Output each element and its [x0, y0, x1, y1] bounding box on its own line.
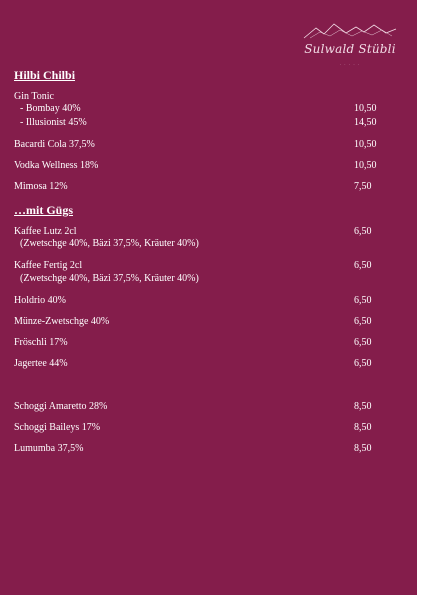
- mountain-icon: [303, 23, 397, 39]
- price-schoggi-baileys: 8,50: [354, 422, 372, 433]
- logo: Sulwald Stübli · · · · ·: [302, 22, 398, 74]
- price-schoggi-amaretto: 8,50: [354, 401, 372, 412]
- menu-item-illusionist: - Illusionist 45%: [20, 117, 87, 128]
- logo-subtitle: · · · · ·: [339, 62, 361, 67]
- menu-item-schoggi-baileys: Schoggi Baileys 17%: [14, 422, 101, 433]
- price-illusionist: 14,50: [354, 117, 377, 128]
- menu-item-froschli: Fröschli 17%: [14, 337, 68, 348]
- price-holdrio: 6,50: [354, 295, 372, 306]
- price-vodka-wellness: 10,50: [354, 160, 377, 171]
- price-kaffee-fertig: 6,50: [354, 260, 372, 271]
- menu-item-holdrio: Holdrio 40%: [14, 295, 66, 306]
- menu-item-bombay: - Bombay 40%: [20, 103, 81, 114]
- menu-item-lumumba: Lumumba 37,5%: [14, 443, 84, 454]
- menu-item-vodka-wellness: Vodka Wellness 18%: [14, 160, 99, 171]
- price-bacardi-cola: 10,50: [354, 139, 377, 150]
- price-jagertee: 6,50: [354, 358, 372, 369]
- menu-item-munze-zwetschge: Münze-Zwetschge 40%: [14, 316, 110, 327]
- menu-item-kaffee-lutz: Kaffee Lutz 2cl: [14, 226, 77, 237]
- menu-item-kaffee-fertig: Kaffee Fertig 2cl: [14, 260, 83, 271]
- price-froschli: 6,50: [354, 337, 372, 348]
- menu-item-detail: (Zwetschge 40%, Bäzi 37,5%, Kräuter 40%): [20, 238, 199, 249]
- section-heading-hilbi-chilbi: Hilbi Chilbi: [14, 68, 76, 82]
- logo-text: Sulwald Stübli: [304, 42, 396, 56]
- price-lumumba: 8,50: [354, 443, 372, 454]
- menu-item-bacardi-cola: Bacardi Cola 37,5%: [14, 139, 95, 150]
- price-mimosa: 7,50: [354, 181, 372, 192]
- price-munze-zwetschge: 6,50: [354, 316, 372, 327]
- price-bombay: 10,50: [354, 103, 377, 114]
- menu-item-gin-tonic: Gin Tonic: [14, 91, 54, 102]
- section-heading-mit-gugs: …mit Gügs: [14, 203, 74, 217]
- price-kaffee-lutz: 6,50: [354, 226, 372, 237]
- menu-item-schoggi-amaretto: Schoggi Amaretto 28%: [14, 401, 108, 412]
- menu-item-detail: (Zwetschge 40%, Bäzi 37,5%, Kräuter 40%): [20, 273, 199, 284]
- menu-item-mimosa: Mimosa 12%: [14, 181, 68, 192]
- menu-item-jagertee: Jagertee 44%: [14, 358, 68, 369]
